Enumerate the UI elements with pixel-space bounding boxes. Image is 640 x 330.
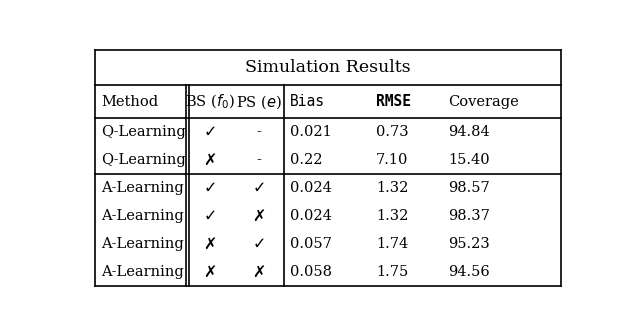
Text: 0.021: 0.021 (290, 125, 332, 139)
Text: ✗: ✗ (204, 153, 217, 168)
Text: 94.84: 94.84 (448, 125, 490, 139)
Text: 0.024: 0.024 (290, 181, 332, 195)
Text: Bias: Bias (290, 94, 324, 109)
Text: 1.75: 1.75 (376, 265, 408, 279)
Text: -: - (257, 125, 262, 139)
Text: 7.10: 7.10 (376, 153, 408, 167)
Text: ✓: ✓ (204, 181, 217, 196)
Text: RMSE: RMSE (376, 94, 411, 109)
Text: Method: Method (101, 95, 158, 109)
Text: 98.57: 98.57 (448, 181, 490, 195)
Text: A-Learning: A-Learning (101, 209, 184, 223)
Text: PS ($e$): PS ($e$) (236, 93, 282, 111)
Text: Q-Learning: Q-Learning (101, 125, 186, 139)
Text: ✗: ✗ (253, 209, 266, 224)
Text: ✗: ✗ (204, 237, 217, 252)
Text: ✓: ✓ (253, 237, 266, 252)
Text: 94.56: 94.56 (448, 265, 490, 279)
Text: 1.74: 1.74 (376, 237, 408, 251)
Text: BS ($f_0$): BS ($f_0$) (186, 93, 236, 111)
Text: A-Learning: A-Learning (101, 237, 184, 251)
Text: Simulation Results: Simulation Results (245, 59, 411, 76)
Text: 0.024: 0.024 (290, 209, 332, 223)
Text: Q-Learning: Q-Learning (101, 153, 186, 167)
Text: 15.40: 15.40 (448, 153, 490, 167)
Text: A-Learning: A-Learning (101, 181, 184, 195)
Text: 95.23: 95.23 (448, 237, 490, 251)
Text: ✓: ✓ (253, 181, 266, 196)
Text: 98.37: 98.37 (448, 209, 490, 223)
Text: ✓: ✓ (204, 209, 217, 224)
Text: ✓: ✓ (204, 125, 217, 140)
Text: 0.058: 0.058 (290, 265, 332, 279)
Text: 0.73: 0.73 (376, 125, 408, 139)
Text: A-Learning: A-Learning (101, 265, 184, 279)
Text: Coverage: Coverage (448, 95, 519, 109)
Text: 0.22: 0.22 (290, 153, 322, 167)
Text: ✗: ✗ (204, 265, 217, 280)
Text: 1.32: 1.32 (376, 209, 408, 223)
Text: -: - (257, 153, 262, 167)
Text: 1.32: 1.32 (376, 181, 408, 195)
Text: 0.057: 0.057 (290, 237, 332, 251)
Text: ✗: ✗ (253, 265, 266, 280)
